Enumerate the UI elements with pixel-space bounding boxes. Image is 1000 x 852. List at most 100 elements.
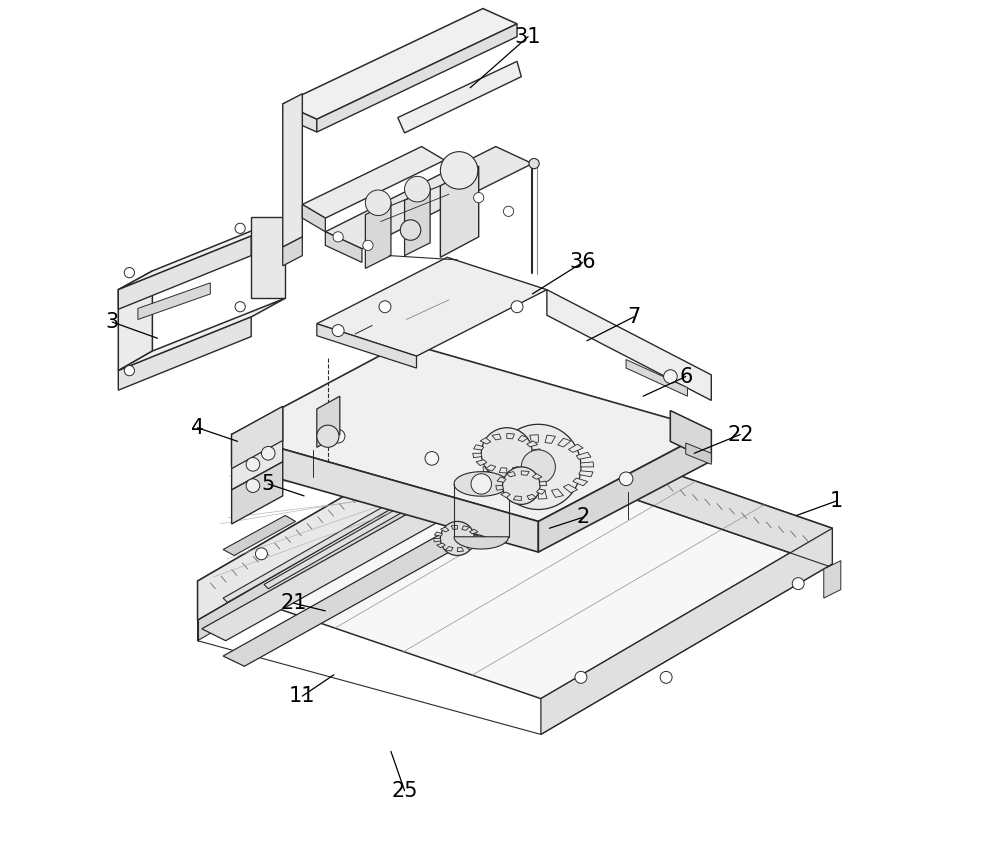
Text: 5: 5 [262, 474, 275, 494]
Polygon shape [521, 491, 532, 498]
Circle shape [405, 176, 430, 202]
Polygon shape [138, 283, 210, 320]
Polygon shape [302, 147, 445, 218]
Text: 31: 31 [515, 26, 541, 47]
Polygon shape [466, 545, 474, 550]
Text: 1: 1 [830, 491, 843, 511]
Circle shape [471, 474, 491, 494]
Text: 7: 7 [627, 307, 640, 327]
Polygon shape [232, 406, 283, 469]
Circle shape [255, 548, 267, 560]
Circle shape [664, 370, 677, 383]
Polygon shape [501, 492, 510, 498]
Polygon shape [530, 457, 540, 462]
Polygon shape [580, 462, 594, 467]
Polygon shape [547, 290, 711, 400]
Polygon shape [530, 435, 538, 442]
Polygon shape [462, 526, 469, 530]
Polygon shape [521, 471, 529, 475]
Polygon shape [538, 430, 711, 552]
Circle shape [660, 671, 672, 683]
Polygon shape [198, 411, 832, 699]
Polygon shape [223, 515, 296, 556]
Circle shape [440, 152, 478, 189]
Polygon shape [486, 475, 500, 481]
Polygon shape [325, 232, 362, 262]
Polygon shape [472, 541, 480, 545]
Polygon shape [454, 537, 509, 549]
Polygon shape [670, 411, 711, 461]
Polygon shape [264, 419, 558, 589]
Polygon shape [496, 486, 503, 490]
Polygon shape [469, 529, 478, 533]
Polygon shape [232, 462, 283, 524]
Polygon shape [283, 94, 302, 247]
Polygon shape [626, 360, 687, 396]
Text: 3: 3 [106, 312, 119, 332]
Polygon shape [506, 486, 519, 496]
Circle shape [332, 325, 344, 337]
Polygon shape [523, 463, 533, 469]
Polygon shape [499, 441, 513, 449]
Polygon shape [579, 471, 593, 477]
Polygon shape [480, 438, 491, 444]
Circle shape [496, 424, 581, 509]
Polygon shape [497, 477, 506, 482]
Circle shape [261, 446, 275, 460]
Circle shape [317, 425, 339, 447]
Polygon shape [506, 471, 516, 477]
Polygon shape [223, 498, 526, 666]
Polygon shape [251, 217, 285, 298]
Polygon shape [573, 478, 588, 486]
Circle shape [246, 479, 260, 492]
Polygon shape [473, 453, 482, 458]
Polygon shape [491, 441, 509, 479]
Polygon shape [232, 343, 711, 521]
Polygon shape [198, 450, 491, 641]
Polygon shape [202, 467, 515, 641]
Polygon shape [283, 104, 317, 132]
Polygon shape [499, 468, 507, 473]
Polygon shape [302, 204, 325, 232]
Circle shape [379, 301, 391, 313]
Polygon shape [518, 435, 528, 441]
Circle shape [235, 223, 245, 233]
Polygon shape [232, 406, 283, 490]
Polygon shape [476, 460, 487, 465]
Polygon shape [491, 411, 832, 567]
Text: 4: 4 [191, 417, 204, 438]
Polygon shape [317, 24, 517, 132]
Polygon shape [457, 548, 464, 551]
Polygon shape [536, 489, 546, 494]
Polygon shape [494, 481, 508, 490]
Polygon shape [513, 436, 525, 445]
Circle shape [619, 472, 633, 486]
Polygon shape [441, 527, 449, 532]
Polygon shape [365, 202, 391, 268]
Polygon shape [118, 236, 251, 309]
Polygon shape [398, 61, 521, 133]
Circle shape [124, 366, 134, 376]
Polygon shape [486, 465, 496, 471]
Polygon shape [538, 492, 547, 499]
Circle shape [503, 206, 514, 216]
Polygon shape [118, 271, 152, 371]
Polygon shape [118, 217, 285, 290]
Polygon shape [223, 433, 517, 602]
Polygon shape [527, 441, 538, 446]
Polygon shape [489, 448, 504, 456]
Circle shape [440, 521, 474, 556]
Polygon shape [445, 547, 453, 551]
Circle shape [503, 467, 540, 504]
Polygon shape [451, 526, 457, 529]
Polygon shape [545, 435, 555, 443]
Polygon shape [437, 544, 445, 548]
Polygon shape [558, 438, 571, 447]
Polygon shape [513, 467, 522, 473]
Circle shape [333, 232, 343, 242]
Polygon shape [507, 434, 514, 439]
Polygon shape [454, 472, 509, 496]
Circle shape [246, 458, 260, 471]
Polygon shape [686, 443, 711, 464]
Text: 25: 25 [391, 780, 418, 801]
